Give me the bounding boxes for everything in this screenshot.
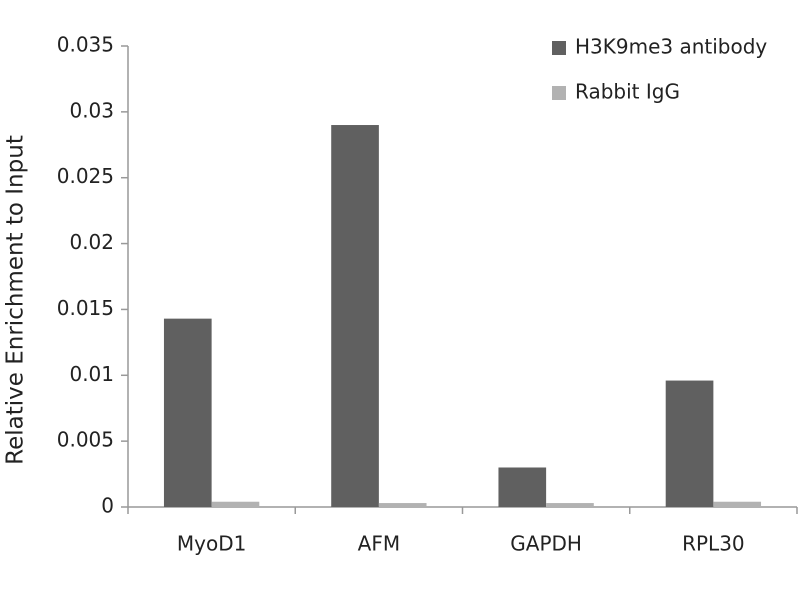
- y-tick-label: 0.02: [69, 230, 114, 254]
- x-tick-label: GAPDH: [510, 532, 582, 556]
- bar: [378, 503, 427, 507]
- bar: [331, 125, 379, 508]
- y-tick-label: 0: [101, 494, 114, 518]
- y-tick-label: 0.015: [57, 296, 114, 320]
- bar: [498, 467, 547, 507]
- bar: [211, 501, 260, 507]
- y-tick-label: 0.03: [69, 98, 114, 122]
- y-tick-label: 0.01: [69, 362, 114, 386]
- legend-label: Rabbit IgG: [575, 80, 680, 104]
- bar: [546, 503, 594, 507]
- y-tick-label: 0.005: [57, 428, 114, 452]
- x-tick-label: AFM: [358, 532, 400, 556]
- bar: [163, 318, 212, 507]
- y-tick-label: 0.025: [57, 164, 114, 188]
- y-tick-label: 0.035: [57, 33, 114, 57]
- legend-swatch: [552, 41, 566, 55]
- x-tick-label: MyoD1: [177, 532, 246, 556]
- y-axis-title: Relative Enrichment to Input: [3, 135, 29, 465]
- legend-label: H3K9me3 antibody: [575, 35, 767, 59]
- bar: [713, 501, 762, 507]
- x-tick-label: RPL30: [682, 532, 745, 556]
- legend-swatch: [552, 86, 566, 100]
- bar: [665, 380, 714, 507]
